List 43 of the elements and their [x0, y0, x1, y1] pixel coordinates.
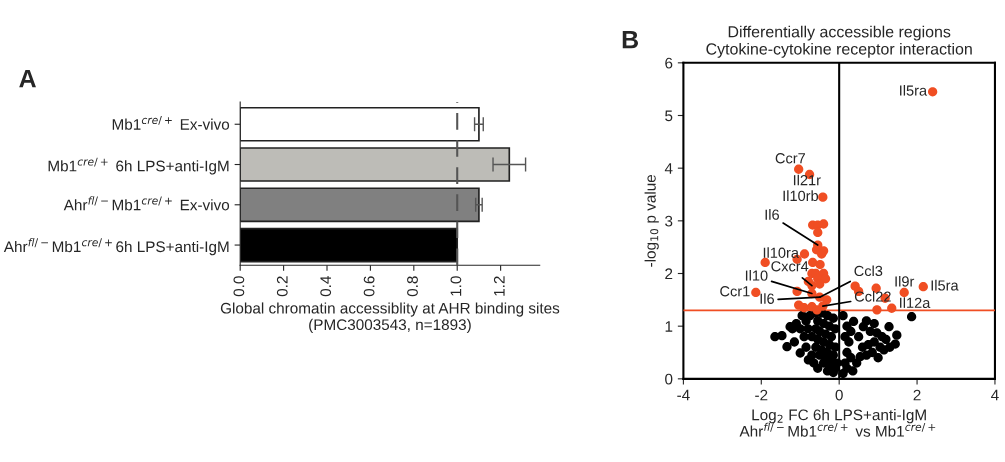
y-tick-label: 4 [664, 163, 673, 174]
y-tick-label: Ahr$^{fl/−}$Mb1$^{cre/+}$6h LPS+anti-IgM [3, 238, 229, 256]
annotation: Il5ra [900, 85, 928, 96]
annotation: Il10 [745, 270, 768, 281]
y-tick-label: Mb1$^{cre/+}$ Ex-vivo [112, 116, 230, 130]
annotation: Il10ra [763, 247, 799, 258]
annotation: Il9r [895, 275, 915, 287]
text: A [19, 69, 36, 88]
x-axis-title: Global chromatin accessiblity at AHR binding sites (PMC3003543, n=1893) [220, 302, 560, 334]
annotation: Il5ra [931, 279, 959, 291]
y-tick-label: 1 [665, 321, 673, 332]
x-tick-label: 1.2 [493, 276, 505, 296]
y-tick-label: 5 [665, 110, 673, 122]
annotation: Ccl3 [854, 265, 883, 277]
x-tick-label: -2 [755, 389, 768, 401]
x-tick-label: 2 [913, 389, 921, 401]
x-tick-label: -4 [677, 389, 690, 401]
annotation: Il10rb [783, 190, 819, 202]
annotation: Il12a [900, 297, 931, 309]
y-axis-title: -log$_{10}$ p value [644, 174, 659, 267]
x-tick-label: 0.2 [276, 276, 288, 297]
y-tick-label: Ahr$^{fl/−}$Mb1$^{cre/+}$ Ex-vivo [63, 196, 230, 211]
chart-title: Differentially accessible regions Cytokine-cytokine receptor interaction [706, 25, 972, 58]
y-tick-label: 3 [665, 215, 673, 227]
x-tick-label: 0.6 [363, 276, 375, 297]
x-tick-label: 0.0 [233, 276, 245, 297]
annotation: Ccr7 [775, 153, 805, 164]
x-tick-label: 0.8 [407, 276, 418, 297]
x-tick-label: 0 [835, 389, 843, 401]
y-tick-label: 6 [665, 57, 673, 69]
annotation: Ccr1 [720, 286, 750, 297]
y-tick-label: 0 [665, 373, 673, 385]
text: Log$_{2}$ FC 6h LPS+anti-IgM Ahr$^{fl/−}$Mb1$^{cre/+}$ vs Mb1$^{cre/+}$ [739, 409, 936, 437]
annotation: Il6 [765, 209, 779, 220]
annotation: Il21r [793, 174, 821, 186]
y-tick-label: Mb1$^{cre/+}$ 6h LPS+anti-IgM [48, 157, 229, 175]
y-tick-label: 2 [665, 268, 673, 280]
annotation: Cxcr4 [771, 261, 809, 272]
x-tick-label: 4 [991, 389, 999, 401]
x-tick-label: 1.0 [450, 276, 462, 296]
x-tick-label: 0.4 [320, 276, 332, 297]
annotation: Il6 [760, 293, 774, 304]
text: B [622, 30, 639, 49]
